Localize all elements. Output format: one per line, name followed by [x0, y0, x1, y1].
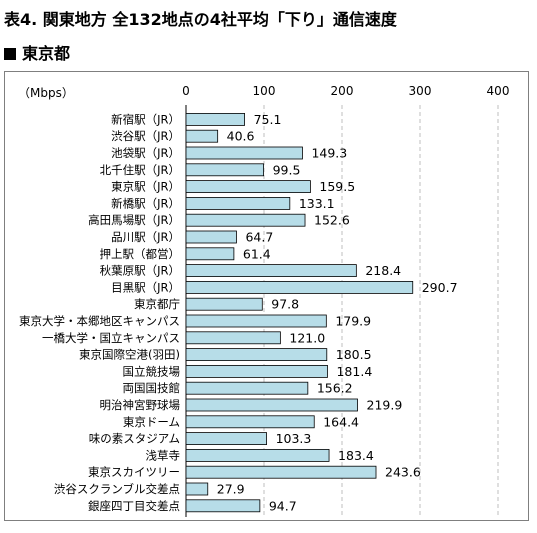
- category-label: 渋谷スクランブル交差点: [54, 482, 180, 496]
- data-label: 75.1: [254, 112, 282, 127]
- bar: [185, 482, 209, 496]
- category-label: 明治神宮野球場: [100, 398, 181, 412]
- category-labels: 新宿駅（JR） 渋谷駅（JR） 池袋駅（JR） 北千住駅（JR） 東京駅（JR） 新橋駅（…: [19, 112, 180, 512]
- x-tick-label: 0: [182, 84, 190, 98]
- data-label: 180.5: [336, 347, 372, 362]
- bar: [185, 146, 303, 160]
- category-label: 東京都庁: [134, 297, 180, 311]
- bar: [185, 280, 414, 294]
- bar: [185, 213, 306, 227]
- x-tick-label: 400: [487, 84, 510, 98]
- section-heading: 東京都: [4, 40, 70, 64]
- x-tick-label: 300: [409, 84, 432, 98]
- category-label: 国立競技場: [123, 364, 181, 378]
- data-label: 149.3: [311, 146, 347, 161]
- data-label: 121.0: [289, 330, 325, 345]
- bar: [185, 499, 261, 513]
- category-label: 池袋駅（JR）: [111, 146, 180, 160]
- data-label: 99.5: [273, 162, 301, 177]
- section-heading-label: 東京都: [22, 44, 71, 63]
- data-label: 64.7: [245, 230, 273, 245]
- category-label: 両国国技館: [123, 381, 181, 395]
- bar: [185, 230, 237, 244]
- bar: [185, 197, 291, 210]
- bar: [185, 381, 309, 395]
- data-label: 159.5: [319, 179, 355, 194]
- bar: [185, 129, 219, 143]
- category-label: 目黒駅（JR）: [111, 280, 180, 294]
- data-label: 219.9: [367, 398, 403, 413]
- bar-series: [185, 113, 414, 513]
- category-label: 東京大学・本郷地区キャンパス: [19, 314, 180, 328]
- data-label: 179.9: [335, 314, 371, 329]
- data-label: 243.6: [385, 465, 421, 480]
- data-label: 133.1: [299, 196, 335, 211]
- bar: [185, 364, 328, 378]
- bar: [185, 264, 357, 278]
- category-label: 新橋駅（JR）: [111, 196, 180, 210]
- category-label: 新宿駅（JR）: [111, 112, 180, 126]
- data-label: 103.3: [276, 431, 312, 446]
- category-label: 渋谷駅（JR）: [111, 129, 180, 143]
- bar: [185, 415, 315, 429]
- data-label: 156.2: [317, 381, 353, 396]
- category-label: 東京駅（JR）: [111, 180, 180, 194]
- category-label: 北千住駅（JR）: [100, 163, 180, 177]
- x-tick-label: 100: [253, 84, 276, 98]
- category-label: 東京国際空港(羽田): [79, 348, 180, 362]
- chart-frame: [4, 71, 529, 521]
- category-label: 浅草寺: [146, 448, 181, 462]
- x-tick-label: 200: [331, 84, 354, 98]
- bar: [185, 113, 245, 126]
- data-label: 61.4: [243, 246, 271, 261]
- x-tick-labels: 0 100 200 300 400: [182, 84, 509, 98]
- data-label: 218.4: [365, 263, 401, 278]
- bar: [185, 297, 263, 311]
- bar: [185, 314, 327, 328]
- bar: [185, 163, 265, 177]
- data-label: 97.8: [271, 297, 299, 312]
- category-label: 秋葉原駅（JR）: [100, 264, 180, 278]
- data-label: 183.4: [338, 448, 374, 463]
- data-label: 40.6: [227, 129, 255, 144]
- category-label: 東京ドーム: [123, 415, 180, 429]
- bar: [185, 432, 267, 446]
- square-bullet-icon: [4, 48, 16, 60]
- category-label: 味の素スタジアム: [89, 432, 180, 446]
- bar: [185, 331, 281, 345]
- value-labels: 75.1 40.6 149.3 99.5 159.5 133.1 152.6 64.761.4…: [217, 112, 458, 513]
- bar: [185, 398, 358, 412]
- bar: [185, 448, 330, 462]
- category-label: 東京スカイツリー: [88, 465, 180, 479]
- category-label: 銀座四丁目交差点: [88, 499, 180, 513]
- bar: [185, 247, 235, 261]
- data-label: 27.9: [217, 482, 245, 497]
- unit-label: （Mbps）: [18, 86, 74, 100]
- category-label: 一橋大学・国立キャンパス: [42, 331, 180, 345]
- category-label: 品川駅（JR）: [111, 230, 180, 244]
- data-label: 181.4: [336, 364, 372, 379]
- bar: [185, 180, 311, 193]
- page-title: 表4. 関東地方 全132地点の4社平均「下り」通信速度: [4, 10, 397, 29]
- category-label: 押上駅（都営）: [100, 247, 181, 261]
- bar: [185, 465, 377, 479]
- data-label: 290.7: [422, 280, 458, 295]
- category-label: 高田馬場駅（JR）: [88, 213, 180, 227]
- data-label: 94.7: [269, 498, 297, 513]
- bar-chart: （Mbps） 0 100 200 300 400 新宿駅（JR） 渋谷駅（JR） 池袋駅（J…: [18, 84, 509, 517]
- data-label: 152.6: [314, 213, 350, 228]
- bar: [185, 348, 328, 362]
- data-label: 164.4: [323, 414, 359, 429]
